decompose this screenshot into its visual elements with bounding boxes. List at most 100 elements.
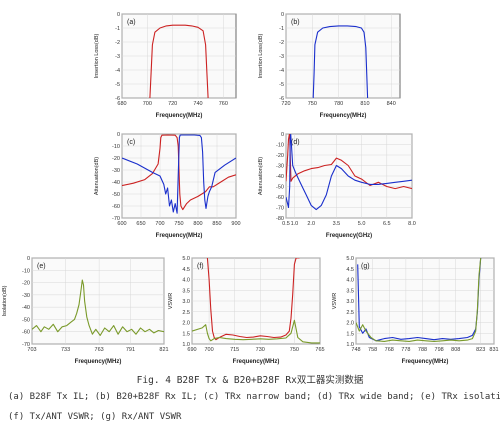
series-line-green [32, 279, 164, 336]
x-axis-label: Frequency(MHz) [75, 359, 122, 365]
x-tick-label: 763 [95, 347, 104, 353]
x-tick-label: 5.0 [358, 221, 366, 227]
figure-description-line-2: (f) Tx/ANT VSWR; (g) Rx/ANT VSWR [8, 412, 182, 422]
y-tick-label: -30 [22, 293, 30, 299]
x-tick-label: 700 [143, 101, 152, 107]
chart-panel-d: 0 -10 -20 -30 -40 -50 -60 -70 -80 0.5 1.0 2.0 3.5 5.0… [256, 128, 418, 240]
series-line-red [206, 258, 300, 341]
y-tick-label: -6 [279, 96, 284, 102]
x-tick-label: 800 [193, 221, 202, 227]
x-tick-label: 780 [334, 101, 343, 107]
series-line-red [149, 24, 209, 98]
y-tick-label: -40 [22, 305, 30, 311]
y-tick-label: -4 [115, 68, 120, 74]
y-tick-label: -5 [279, 82, 284, 88]
x-tick-label: 730 [256, 347, 265, 353]
y-axis-label: VSWR [332, 293, 338, 310]
y-tick-label: 3.5 [182, 288, 190, 294]
y-axis-label: Insertion Loss(dB) [258, 34, 264, 79]
y-tick-label: 1.5 [346, 331, 354, 337]
x-axis-label: Frequency(MHz) [402, 359, 449, 365]
y-tick-label: 1.0 [182, 342, 190, 348]
x-tick-label: 0.5 [282, 221, 290, 227]
chart-panel-b: 0 -1 -2 -3 -4 -5 -6 720 750 780 810 840 Frequency(MH… [256, 8, 406, 120]
panel-label: (d) [291, 139, 300, 146]
y-tick-label: 4.5 [346, 267, 354, 273]
y-tick-label: -20 [112, 156, 120, 162]
y-tick-label: -10 [112, 144, 120, 150]
panel-label: (b) [291, 19, 300, 26]
y-tick-label: -60 [276, 195, 284, 201]
y-tick-label: 3.0 [346, 299, 354, 305]
x-tick-label: 733 [61, 347, 70, 353]
x-tick-label: 791 [126, 347, 135, 353]
y-tick-label: -40 [276, 174, 284, 180]
x-axis-label: Frequency(MHz) [233, 359, 280, 365]
x-tick-label: 680 [117, 101, 126, 107]
x-tick-label: 748 [351, 347, 360, 353]
y-tick-label: -4 [279, 68, 284, 74]
series-line-green [192, 319, 320, 344]
y-tick-label: -10 [22, 268, 30, 274]
x-tick-label: 760 [219, 101, 228, 107]
panel-label: (e) [37, 263, 46, 270]
y-tick-label: -70 [22, 342, 30, 348]
y-tick-label: 0 [27, 256, 30, 262]
y-tick-label: -30 [112, 168, 120, 174]
figure-description-line-1: (a) B28F Tx IL; (b) B20+B28F Rx IL; (c) … [8, 392, 500, 402]
x-tick-label: 700 [204, 347, 213, 353]
y-tick-label: -50 [276, 185, 284, 191]
x-tick-label: 768 [385, 347, 394, 353]
chart-svg-g: 1.0 1.5 2.0 2.5 3.0 3.5 4.0 4.5 5.0 748 758 768 778 7… [332, 256, 499, 365]
chart-panel-a: 0 -1 -2 -3 -4 -5 -6 680 700 720 740 760 Frequency(MH… [92, 8, 242, 120]
y-tick-label: 2.5 [182, 310, 190, 316]
y-tick-label: 4.5 [182, 267, 190, 273]
x-tick-label: 600 [117, 221, 126, 227]
x-tick-label: 720 [168, 101, 177, 107]
y-tick-label: -3 [279, 54, 284, 60]
x-tick-label: 900 [231, 221, 240, 227]
x-tick-label: 798 [435, 347, 444, 353]
y-tick-label: -1 [115, 26, 120, 32]
x-tick-label: 850 [212, 221, 221, 227]
x-tick-label: 703 [27, 347, 36, 353]
y-tick-label: -30 [276, 164, 284, 170]
y-tick-label: 0 [117, 132, 120, 138]
y-tick-label: 1.0 [346, 342, 354, 348]
y-axis-label: Insertion Loss(dB) [94, 34, 100, 79]
x-axis-label: Frequency(MHz) [156, 113, 203, 119]
series-line-blue [312, 25, 369, 98]
x-tick-label: 821 [159, 347, 168, 353]
x-axis-label: Frequency(MHz) [156, 233, 203, 239]
chart-panel-c: 0 -10 -20 -30 -40 -50 -60 -70 600 650 700 750 800 850… [92, 128, 242, 240]
series-line-red [286, 134, 412, 190]
series-line-green [356, 258, 482, 342]
chart-panel-e: 0 -10 -20 -30 -40 -50 -60 -70 703 733 763 791 821 Fre… [0, 252, 170, 366]
y-tick-label: -5 [115, 82, 120, 88]
x-tick-label: 6.5 [383, 221, 391, 227]
x-tick-label: 8.0 [408, 221, 416, 227]
y-tick-label: 5.0 [346, 256, 354, 262]
y-tick-label: -80 [276, 216, 284, 222]
x-tick-label: 3.5 [333, 221, 341, 227]
y-tick-label: -60 [112, 204, 120, 210]
figure-caption: Fig. 4 B28F Tx & B20+B28F Rx双工器实测数据 [136, 375, 364, 386]
y-tick-label: -2 [115, 40, 120, 46]
y-tick-label: 4.0 [346, 278, 354, 284]
x-tick-label: 740 [193, 101, 202, 107]
x-axis-label: Frequency(GHz) [326, 233, 372, 239]
y-tick-label: -70 [112, 216, 120, 222]
x-tick-label: 765 [315, 347, 324, 353]
y-axis-label: Isolation(dB) [2, 285, 8, 316]
y-tick-label: -3 [115, 54, 120, 60]
y-tick-label: -20 [22, 281, 30, 287]
series-line-blue [122, 134, 236, 214]
x-tick-label: 1.0 [291, 221, 299, 227]
x-tick-label: 758 [368, 347, 377, 353]
x-tick-label: 831 [489, 347, 498, 353]
x-tick-label: 720 [281, 101, 290, 107]
y-tick-label: 3.5 [346, 288, 354, 294]
x-tick-label: 650 [136, 221, 145, 227]
y-tick-label: 1.5 [182, 331, 190, 337]
